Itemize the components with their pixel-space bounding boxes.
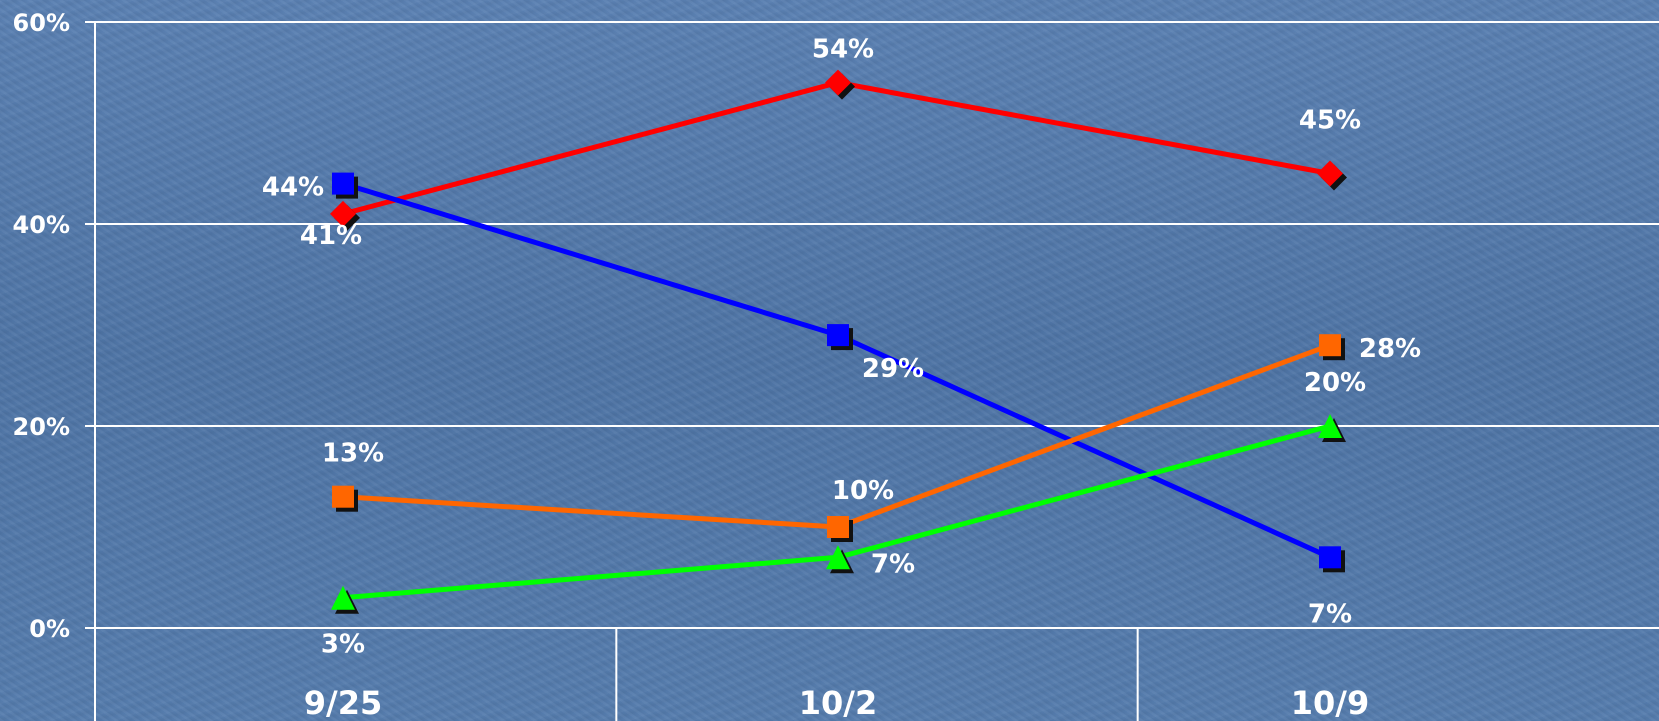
y-tick-label: 0% bbox=[29, 615, 70, 643]
x-tick-label: 9/25 bbox=[304, 684, 382, 721]
data-point bbox=[1319, 334, 1341, 357]
data-point bbox=[1318, 414, 1342, 438]
y-tick-label: 20% bbox=[13, 413, 70, 441]
axes bbox=[85, 21, 1139, 721]
data-point bbox=[330, 200, 356, 227]
data-point bbox=[826, 545, 850, 570]
data-label: 20% bbox=[1304, 368, 1366, 398]
series-layer bbox=[330, 69, 1347, 614]
data-point bbox=[827, 516, 849, 538]
data-label: 3% bbox=[321, 630, 365, 660]
data-label: 29% bbox=[862, 354, 924, 384]
data-label: 28% bbox=[1359, 334, 1421, 364]
data-point bbox=[825, 69, 851, 96]
data-label: 45% bbox=[1299, 106, 1361, 136]
data-label: 44% bbox=[262, 173, 324, 203]
data-labels: 41% 54% 45% 44% 29% 7% 13% 10% 28% 3% 7% 20% bbox=[262, 35, 1421, 660]
data-point bbox=[331, 585, 355, 610]
y-tick-label: 40% bbox=[13, 211, 70, 239]
data-label: 54% bbox=[812, 35, 874, 65]
x-tick-label: 10/9 bbox=[1291, 684, 1369, 721]
data-label: 13% bbox=[322, 439, 384, 469]
data-point bbox=[332, 172, 354, 195]
y-axis-ticks: 0% 20% 40% 60% bbox=[13, 9, 70, 643]
x-axis-ticks: 9/25 10/2 10/9 bbox=[304, 684, 1369, 721]
data-label: 7% bbox=[1308, 599, 1352, 629]
y-tick-label: 60% bbox=[13, 9, 70, 37]
data-label: 41% bbox=[300, 221, 362, 251]
data-point bbox=[1317, 160, 1343, 187]
data-point bbox=[1319, 546, 1341, 569]
x-tick-label: 10/2 bbox=[799, 684, 877, 721]
data-label: 10% bbox=[832, 476, 894, 506]
series-line bbox=[342, 80, 1331, 217]
data-point bbox=[827, 324, 849, 347]
data-point bbox=[332, 485, 354, 508]
grid-lines bbox=[95, 21, 1659, 629]
data-label: 7% bbox=[871, 549, 915, 579]
